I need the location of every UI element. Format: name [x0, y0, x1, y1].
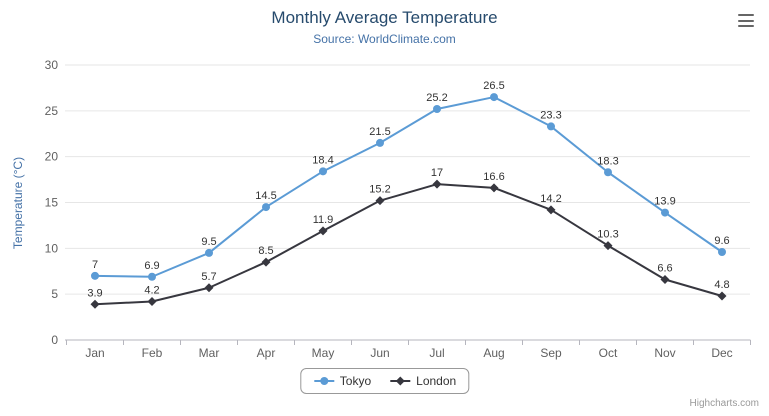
- data-label-tokyo-4: 18.4: [312, 154, 333, 166]
- legend-item-tokyo[interactable]: Tokyo: [313, 374, 371, 388]
- data-label-tokyo-1: 6.9: [144, 260, 159, 272]
- x-axis-label: Jun: [370, 346, 389, 360]
- point-london-9[interactable]: [603, 241, 613, 251]
- hamburger-icon: [738, 25, 754, 27]
- credits-link[interactable]: Highcharts.com: [689, 398, 759, 409]
- y-axis-label: 5: [51, 287, 58, 301]
- x-axis-label: Dec: [711, 346, 732, 360]
- data-label-tokyo-6: 25.2: [426, 92, 447, 104]
- data-label-tokyo-3: 14.5: [255, 190, 276, 202]
- data-label-london-10: 6.6: [657, 263, 672, 275]
- data-label-tokyo-0: 7: [92, 259, 98, 271]
- point-tokyo-2[interactable]: [205, 248, 213, 257]
- point-tokyo-0[interactable]: [91, 271, 99, 280]
- series-line-london: [94, 183, 723, 306]
- tokyo-legend-marker-icon: [313, 377, 334, 385]
- point-london-10[interactable]: [660, 275, 670, 284]
- x-axis-label: Sep: [540, 346, 562, 360]
- hamburger-icon: [738, 14, 754, 16]
- point-london-6[interactable]: [432, 179, 442, 189]
- data-label-tokyo-10: 13.9: [654, 196, 675, 208]
- point-london-1[interactable]: [147, 297, 157, 306]
- y-axis-label: 20: [45, 150, 59, 164]
- x-axis-label: Aug: [483, 346, 504, 360]
- x-axis-label: Mar: [199, 346, 220, 360]
- point-tokyo-6[interactable]: [433, 105, 441, 113]
- y-axis-label: 30: [45, 58, 59, 72]
- legend: Tokyo London: [299, 368, 470, 394]
- data-label-london-1: 4.2: [144, 285, 159, 297]
- data-label-tokyo-8: 23.3: [540, 109, 561, 121]
- x-axis-label: Nov: [654, 346, 675, 360]
- point-london-2[interactable]: [204, 283, 214, 293]
- x-axis-label: Jul: [429, 346, 444, 360]
- x-axis-label: May: [312, 346, 335, 360]
- y-axis-label: 10: [45, 241, 59, 255]
- x-axis-label: Jan: [85, 346, 104, 360]
- data-label-london-3: 8.5: [258, 245, 273, 257]
- chart-title: Monthly Average Temperature: [271, 8, 498, 27]
- data-label-london-7: 16.6: [483, 171, 504, 183]
- y-axis-label: 15: [45, 196, 59, 210]
- point-london-0[interactable]: [90, 299, 100, 309]
- data-label-london-11: 4.8: [714, 279, 729, 291]
- point-tokyo-11[interactable]: [718, 248, 726, 256]
- point-london-5[interactable]: [375, 196, 385, 206]
- data-label-london-8: 14.2: [540, 193, 561, 205]
- chart-subtitle: Source: WorldClimate.com: [313, 32, 456, 46]
- point-london-3[interactable]: [261, 257, 271, 267]
- series-line-tokyo: [94, 96, 723, 278]
- data-label-tokyo-5: 21.5: [369, 126, 390, 138]
- x-axis-label: Apr: [257, 346, 276, 360]
- data-label-london-4: 11.9: [313, 214, 334, 226]
- legend-item-london[interactable]: London: [389, 374, 456, 388]
- point-tokyo-1[interactable]: [148, 272, 156, 281]
- context-menu-button[interactable]: [735, 13, 757, 28]
- data-label-tokyo-11: 9.6: [714, 235, 729, 247]
- point-tokyo-9[interactable]: [604, 168, 612, 177]
- x-axis-label: Feb: [142, 346, 163, 360]
- data-label-london-0: 3.9: [87, 287, 102, 299]
- point-tokyo-3[interactable]: [262, 203, 270, 212]
- point-london-11[interactable]: [717, 291, 727, 301]
- data-label-london-5: 15.2: [369, 184, 390, 196]
- legend-label-london: London: [416, 374, 457, 388]
- x-axis-label: Oct: [599, 346, 618, 360]
- data-label-london-2: 5.7: [201, 271, 216, 283]
- data-label-london-6: 17: [431, 167, 443, 179]
- data-label-tokyo-2: 9.5: [201, 236, 216, 248]
- data-label-london-9: 10.3: [597, 229, 618, 241]
- point-tokyo-5[interactable]: [376, 138, 384, 147]
- y-axis-label: 0: [51, 333, 58, 347]
- point-london-7[interactable]: [489, 183, 499, 193]
- point-tokyo-4[interactable]: [319, 167, 327, 176]
- point-tokyo-7[interactable]: [490, 93, 498, 102]
- point-tokyo-10[interactable]: [661, 208, 669, 217]
- point-london-4[interactable]: [318, 226, 328, 236]
- hamburger-icon: [738, 19, 754, 22]
- point-tokyo-8[interactable]: [547, 122, 555, 131]
- london-legend-marker-icon: [390, 376, 411, 386]
- point-london-8[interactable]: [546, 205, 556, 215]
- y-axis-label: 25: [45, 104, 59, 118]
- data-label-tokyo-9: 18.3: [597, 155, 618, 167]
- legend-label-tokyo: Tokyo: [339, 374, 372, 388]
- data-label-tokyo-7: 26.5: [483, 80, 504, 92]
